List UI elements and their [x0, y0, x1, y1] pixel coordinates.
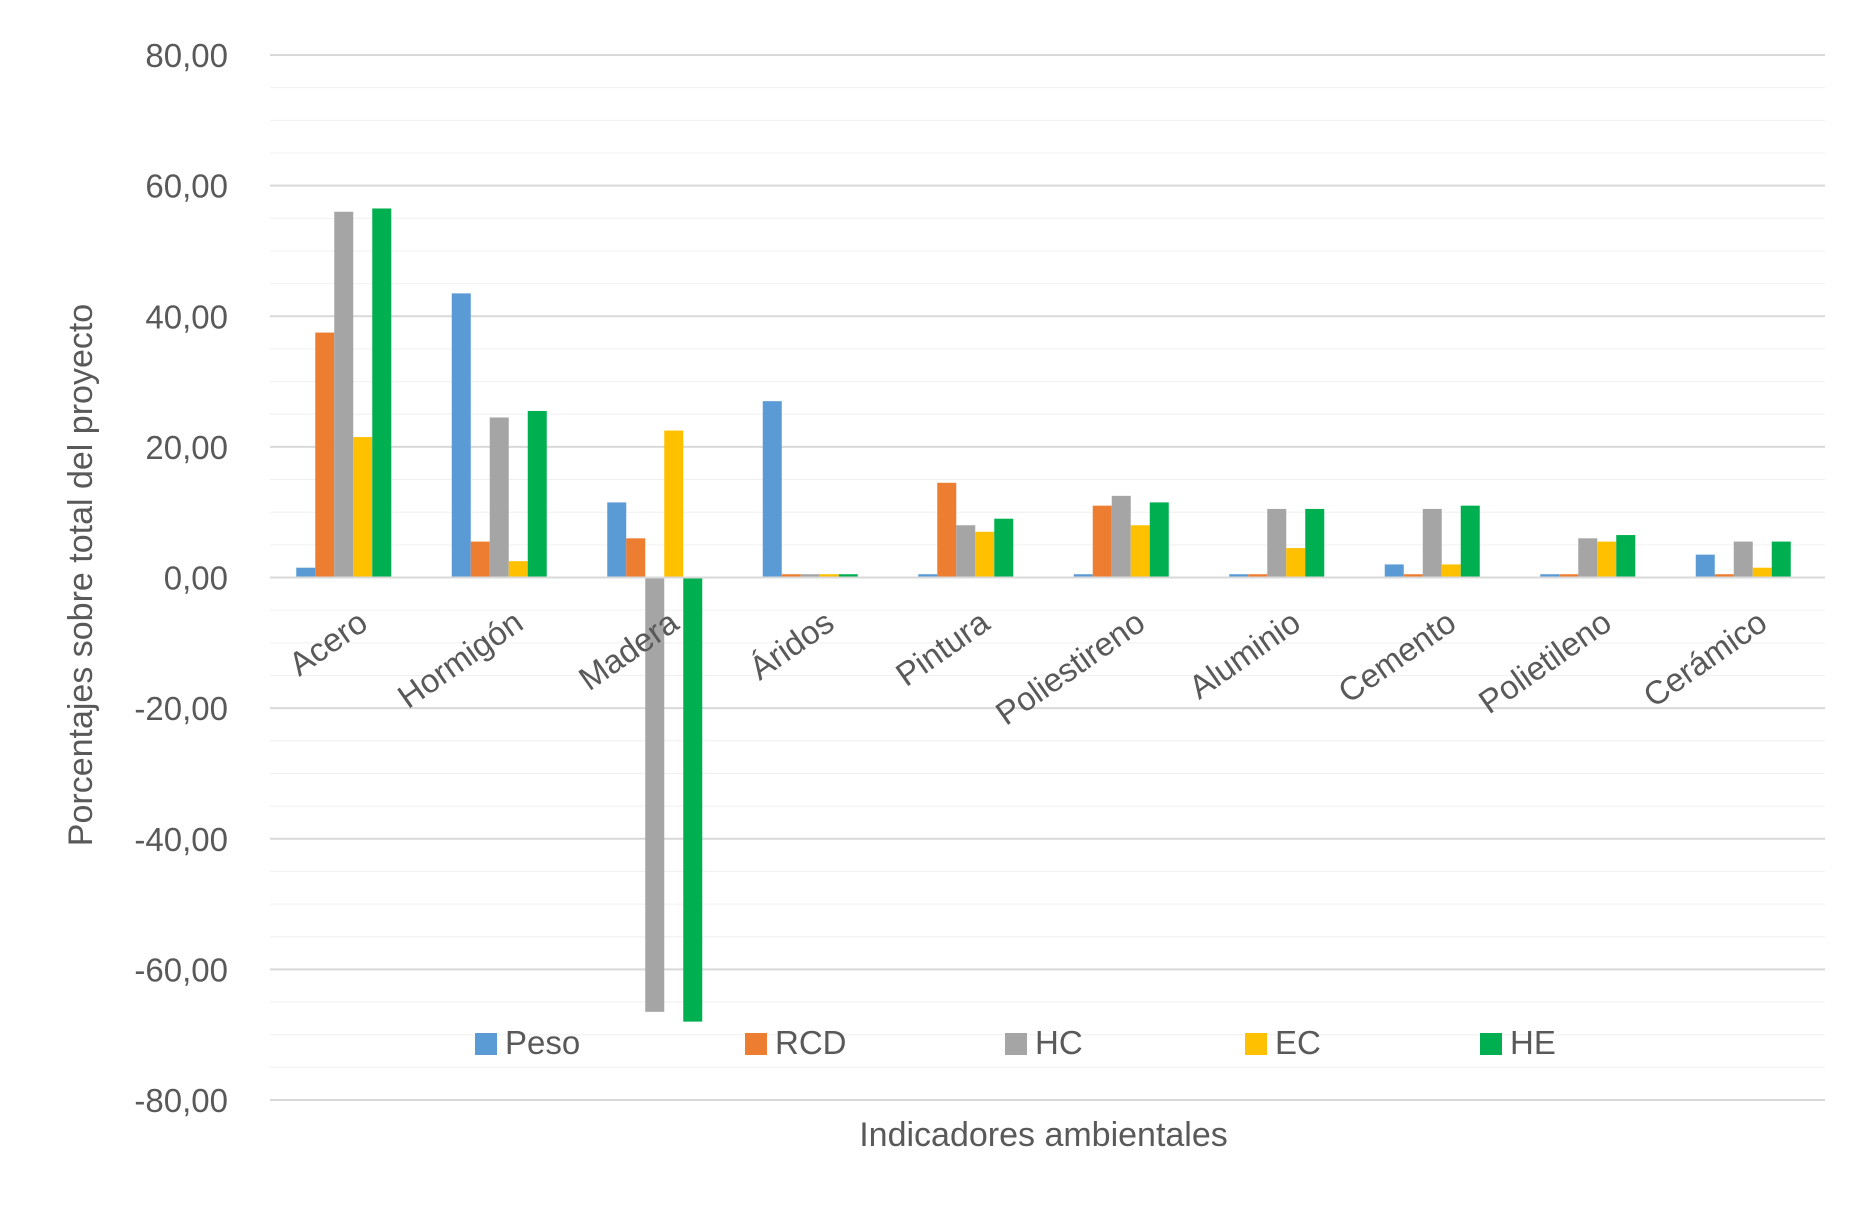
- bar-he-2: [527, 410, 547, 578]
- bar-ec-1: [353, 437, 373, 578]
- bar-hc-2: [489, 417, 509, 578]
- y-tick-label: -80,00: [134, 1082, 228, 1119]
- bar-hc-7: [1267, 508, 1287, 578]
- bar-he-1: [372, 208, 392, 578]
- legend-label: Peso: [505, 1024, 580, 1061]
- y-tick-label: 0,00: [164, 560, 228, 597]
- legend-label: EC: [1275, 1024, 1321, 1061]
- bar-rcd-9: [1559, 574, 1579, 578]
- category-label: Cemento: [1331, 603, 1462, 710]
- bar-ec-3: [664, 430, 684, 578]
- grid-lines: [270, 54, 1825, 1101]
- bar-ec-4: [819, 574, 839, 578]
- category-label: Áridos: [742, 603, 840, 687]
- category-label: Madera: [572, 603, 685, 698]
- bar-hc-6: [1111, 495, 1131, 578]
- bar-he-3: [683, 577, 703, 1022]
- bar-rcd-3: [626, 538, 646, 578]
- legend-swatch-rcd: [745, 1033, 767, 1055]
- bar-hc-8: [1422, 508, 1442, 578]
- bar-he-9: [1616, 535, 1636, 578]
- bar-peso-2: [451, 293, 471, 578]
- bar-peso-10: [1695, 554, 1715, 578]
- category-label: Pintura: [889, 603, 996, 694]
- x-axis-title: Indicadores ambientales: [859, 1116, 1228, 1154]
- bar-ec-10: [1752, 567, 1772, 578]
- legend-swatch-he: [1480, 1033, 1502, 1055]
- legend-label: RCD: [775, 1024, 847, 1061]
- y-tick-label: -40,00: [134, 821, 228, 858]
- bar-rcd-2: [470, 541, 490, 578]
- bar-he-8: [1460, 505, 1480, 578]
- bar-peso-8: [1384, 564, 1404, 578]
- y-axis-title: Porcentajes sobre total del proyecto: [62, 304, 100, 846]
- bar-rcd-1: [315, 332, 335, 578]
- bar-hc-5: [956, 525, 976, 578]
- category-label: Polietileno: [1472, 603, 1618, 721]
- bar-hc-1: [334, 211, 354, 578]
- bar-hc-3: [645, 577, 665, 1012]
- y-tick-label: 80,00: [145, 37, 228, 74]
- bar-he-4: [838, 574, 858, 578]
- category-label: Aluminio: [1182, 603, 1307, 706]
- bar-peso-7: [1229, 574, 1249, 578]
- bar-he-10: [1771, 541, 1791, 578]
- category-label: Hormigón: [391, 603, 529, 715]
- bar-ec-6: [1130, 525, 1150, 578]
- y-axis-ticks: 80,00 60,00 40,00 20,00 0,00 -20,00 -40,00 -60,…: [134, 37, 228, 1119]
- bar-rcd-4: [781, 574, 801, 578]
- bar-peso-6: [1073, 574, 1093, 578]
- category-label: Acero: [282, 603, 374, 683]
- category-label: Cerámico: [1636, 603, 1773, 714]
- bar-ec-2: [508, 561, 528, 578]
- legend-swatch-hc: [1005, 1033, 1027, 1055]
- bar-hc-9: [1578, 538, 1598, 578]
- y-tick-label: 60,00: [145, 168, 228, 205]
- bar-peso-9: [1540, 574, 1560, 578]
- bar-peso-1: [296, 567, 316, 578]
- bar-rcd-8: [1403, 574, 1423, 578]
- bar-peso-3: [607, 502, 627, 578]
- legend: Peso RCD HC EC HE: [475, 1024, 1556, 1061]
- legend-swatch-ec: [1245, 1033, 1267, 1055]
- bar-hc-4: [800, 574, 820, 578]
- bar-peso-4: [762, 401, 782, 578]
- bar-he-5: [994, 518, 1014, 578]
- bar-ec-7: [1286, 548, 1306, 578]
- category-label: Poliestireno: [989, 603, 1151, 732]
- bars: [296, 208, 1791, 1022]
- y-tick-label: -60,00: [134, 951, 228, 988]
- bar-he-7: [1305, 508, 1325, 578]
- legend-label: HC: [1035, 1024, 1083, 1061]
- bar-ec-5: [975, 531, 995, 578]
- legend-swatch-peso: [475, 1033, 497, 1055]
- y-tick-label: 40,00: [145, 298, 228, 335]
- bar-he-6: [1149, 502, 1169, 578]
- y-tick-label: -20,00: [134, 690, 228, 727]
- legend-label: HE: [1510, 1024, 1556, 1061]
- bar-rcd-5: [937, 482, 957, 578]
- bar-peso-5: [918, 574, 938, 578]
- bar-rcd-7: [1248, 574, 1268, 578]
- bar-hc-10: [1733, 541, 1753, 578]
- category-labels: Acero Hormigón Madera Áridos PinturaPoliesti…: [282, 603, 1773, 733]
- y-tick-label: 20,00: [145, 429, 228, 466]
- bar-rcd-6: [1092, 505, 1112, 578]
- bar-ec-9: [1597, 541, 1617, 578]
- bar-rcd-10: [1714, 574, 1734, 578]
- bar-ec-8: [1441, 564, 1461, 578]
